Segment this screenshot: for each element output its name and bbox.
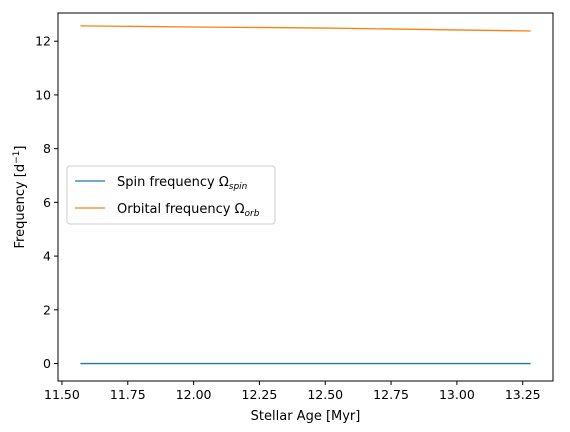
y-tick-label: 12	[35, 34, 51, 49]
x-tick-label: 12.25	[242, 387, 278, 402]
x-tick-label: 12.75	[373, 387, 409, 402]
y-tick-label: 10	[35, 87, 51, 102]
legend-label-orb: Orbital frequency Ωorb	[117, 202, 260, 219]
x-axis-label: Stellar Age [Myr]	[251, 409, 361, 424]
y-tick-label: 6	[43, 195, 51, 210]
legend-label-spin: Spin frequency Ωspin	[117, 175, 248, 192]
legend: Spin frequency Ωspin Orbital frequency Ω…	[67, 166, 275, 224]
x-tick-label: 11.50	[44, 387, 80, 402]
y-tick-label: 2	[43, 302, 51, 317]
y-axis-label: Frequency [d−1]	[12, 146, 28, 249]
y-tick-label: 0	[43, 356, 51, 371]
x-tick-label: 13.25	[505, 387, 541, 402]
x-tick-label: 12.50	[307, 387, 343, 402]
x-tick-label: 13.00	[439, 387, 475, 402]
y-tick-label: 8	[43, 141, 51, 156]
x-tick-label: 11.75	[110, 387, 146, 402]
y-tick-label: 4	[43, 249, 51, 264]
y-axis: 0 2 4 6 8 10 12	[35, 34, 58, 371]
x-tick-label: 12.00	[176, 387, 212, 402]
x-axis: 11.50 11.75 12.00 12.25 12.50 12.75 13.00 13.25	[44, 381, 541, 402]
